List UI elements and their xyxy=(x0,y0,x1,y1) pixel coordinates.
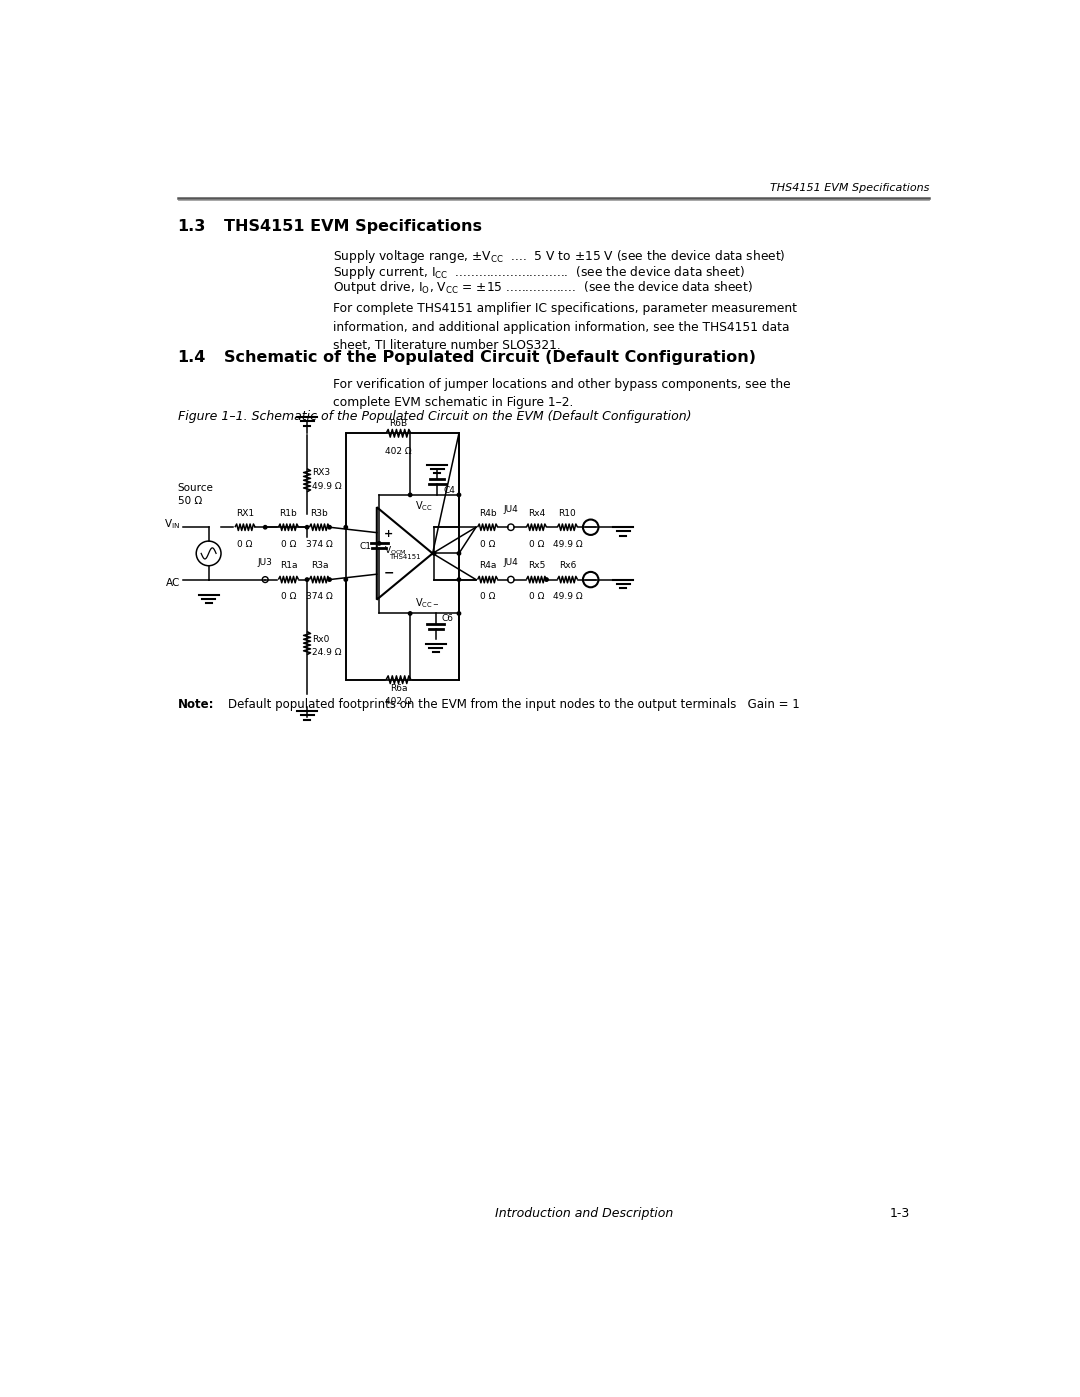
Text: RX1: RX1 xyxy=(237,509,254,518)
Text: 49.9 Ω: 49.9 Ω xyxy=(553,592,582,601)
Circle shape xyxy=(457,552,461,555)
Text: Rx0: Rx0 xyxy=(312,634,329,644)
Text: 49.9 Ω: 49.9 Ω xyxy=(312,482,342,490)
Circle shape xyxy=(544,578,549,581)
Text: 0 Ω: 0 Ω xyxy=(529,539,544,549)
Circle shape xyxy=(457,493,461,496)
Text: C6: C6 xyxy=(442,613,454,623)
Text: 50 Ω: 50 Ω xyxy=(177,496,202,507)
Circle shape xyxy=(432,552,436,555)
Circle shape xyxy=(408,612,411,615)
Text: JU3: JU3 xyxy=(258,559,272,567)
Text: Introduction and Description: Introduction and Description xyxy=(496,1207,674,1220)
Text: 374 Ω: 374 Ω xyxy=(306,592,333,601)
Circle shape xyxy=(328,525,332,529)
Text: 49.9 Ω: 49.9 Ω xyxy=(553,539,582,549)
Text: Supply voltage range, $\pm$V$_{\rm CC}$  ....  5 V to $\pm$15 V (see the device : Supply voltage range, $\pm$V$_{\rm CC}$ … xyxy=(333,249,785,265)
Text: R1a: R1a xyxy=(280,562,297,570)
Text: 0 Ω: 0 Ω xyxy=(238,539,253,549)
Text: V$_{\rm OCM}$: V$_{\rm OCM}$ xyxy=(383,545,406,557)
Text: 1.3: 1.3 xyxy=(177,219,206,235)
Circle shape xyxy=(457,578,461,581)
Text: R4a: R4a xyxy=(478,562,497,570)
Text: Default populated footprints on the EVM from the input nodes to the output termi: Default populated footprints on the EVM … xyxy=(228,698,800,711)
Text: THS4151: THS4151 xyxy=(389,555,420,560)
Text: 1-3: 1-3 xyxy=(890,1207,910,1220)
Text: JU4: JU4 xyxy=(503,506,518,514)
Text: 402 Ω: 402 Ω xyxy=(386,447,411,457)
Text: 402 Ω: 402 Ω xyxy=(386,697,411,705)
Text: Rx4: Rx4 xyxy=(528,509,545,518)
Circle shape xyxy=(408,493,411,496)
Text: For complete THS4151 amplifier IC specifications, parameter measurement
informat: For complete THS4151 amplifier IC specif… xyxy=(333,302,797,352)
Text: 0 Ω: 0 Ω xyxy=(480,539,496,549)
Text: R10: R10 xyxy=(558,509,577,518)
Text: 0 Ω: 0 Ω xyxy=(281,592,296,601)
Text: R4b: R4b xyxy=(478,509,497,518)
Circle shape xyxy=(264,525,267,529)
Text: For verification of jumper locations and other bypass components, see the
comple: For verification of jumper locations and… xyxy=(333,377,791,409)
Text: RX3: RX3 xyxy=(312,468,330,476)
Text: Rx6: Rx6 xyxy=(558,562,576,570)
Text: V$_{\rm IN}$: V$_{\rm IN}$ xyxy=(164,517,180,531)
Text: 374 Ω: 374 Ω xyxy=(306,539,333,549)
Text: Source: Source xyxy=(177,482,214,493)
Text: R6a: R6a xyxy=(390,685,407,693)
Text: Output drive, I$_{\rm O}$, V$_{\rm CC}$ = $\pm$15 ..................  (see the d: Output drive, I$_{\rm O}$, V$_{\rm CC}$ … xyxy=(333,279,753,296)
Text: 0 Ω: 0 Ω xyxy=(480,592,496,601)
Text: R3b: R3b xyxy=(311,509,328,518)
Text: Figure 1–1. Schematic of the Populated Circuit on the EVM (Default Configuration: Figure 1–1. Schematic of the Populated C… xyxy=(177,411,691,423)
Text: Schematic of the Populated Circuit (Default Configuration): Schematic of the Populated Circuit (Defa… xyxy=(225,351,756,365)
Circle shape xyxy=(457,612,461,615)
Circle shape xyxy=(328,578,332,581)
Text: THS4151 EVM Specifications: THS4151 EVM Specifications xyxy=(225,219,482,235)
Circle shape xyxy=(377,542,381,545)
Text: −: − xyxy=(383,566,394,580)
Text: C4: C4 xyxy=(444,486,456,495)
Text: V$_{\rm CC-}$: V$_{\rm CC-}$ xyxy=(415,597,440,610)
Text: Rx5: Rx5 xyxy=(528,562,545,570)
Circle shape xyxy=(306,578,309,581)
Text: R3a: R3a xyxy=(311,562,328,570)
Circle shape xyxy=(345,578,348,581)
Bar xyxy=(346,433,459,680)
Circle shape xyxy=(306,525,309,529)
Text: +: + xyxy=(383,529,393,539)
Text: THS4151 EVM Specifications: THS4151 EVM Specifications xyxy=(770,183,930,193)
Text: V$_{\rm CC}$: V$_{\rm CC}$ xyxy=(415,499,433,513)
Text: 0 Ω: 0 Ω xyxy=(281,539,296,549)
Text: R1b: R1b xyxy=(280,509,297,518)
Text: 1.4: 1.4 xyxy=(177,351,206,365)
Circle shape xyxy=(345,525,348,529)
Text: JU4: JU4 xyxy=(503,557,518,567)
Text: 24.9 Ω: 24.9 Ω xyxy=(312,648,342,657)
Text: Note:: Note: xyxy=(177,698,214,711)
Text: AC: AC xyxy=(165,578,180,588)
Text: R6B: R6B xyxy=(390,419,407,427)
Text: 0 Ω: 0 Ω xyxy=(529,592,544,601)
Text: Supply current, I$_{\rm CC}$  .............................  (see the device dat: Supply current, I$_{\rm CC}$ ...........… xyxy=(333,264,745,281)
Text: C1: C1 xyxy=(360,542,372,550)
